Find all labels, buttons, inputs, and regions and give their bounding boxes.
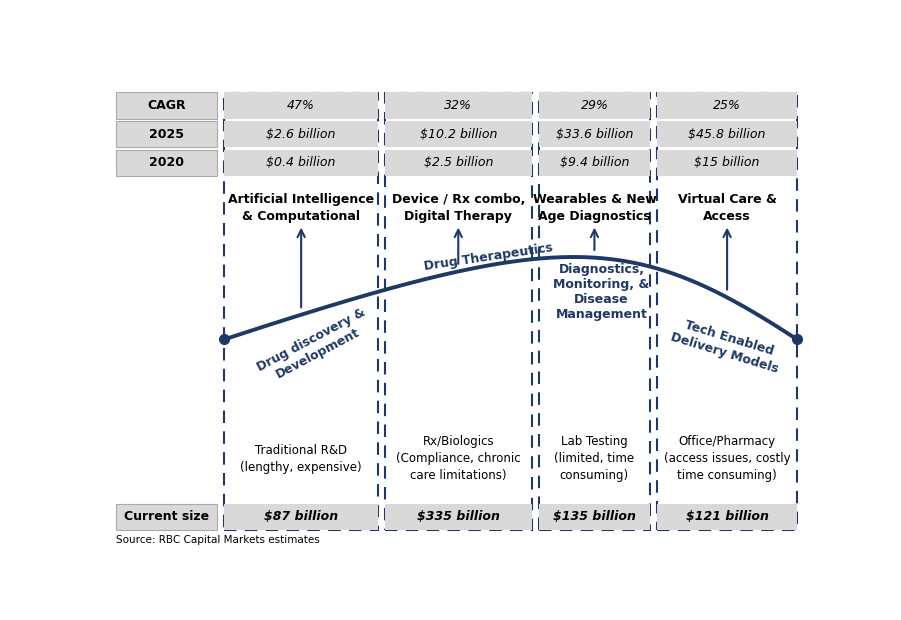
Bar <box>385 92 532 118</box>
Text: Drug Therapeutics: Drug Therapeutics <box>423 241 554 273</box>
Text: $2.5 billion: $2.5 billion <box>423 156 493 169</box>
Bar <box>385 121 532 147</box>
Text: $45.8 billion: $45.8 billion <box>688 128 766 141</box>
Text: $10.2 billion: $10.2 billion <box>420 128 497 141</box>
Text: $121 billion: $121 billion <box>686 510 769 523</box>
Bar <box>658 504 796 530</box>
Bar <box>539 121 651 147</box>
Bar <box>658 121 796 147</box>
Bar <box>539 92 651 530</box>
Bar <box>539 149 651 176</box>
Bar <box>385 149 532 176</box>
Text: $135 billion: $135 billion <box>553 510 636 523</box>
Text: Lab Testing
(limited, time
consuming): Lab Testing (limited, time consuming) <box>554 435 634 482</box>
Text: Drug discovery &
Development: Drug discovery & Development <box>255 306 375 388</box>
Text: Artificial Intelligence
& Computational: Artificial Intelligence & Computational <box>228 193 374 223</box>
Text: Virtual Care &
Access: Virtual Care & Access <box>678 193 777 223</box>
Bar <box>224 92 378 530</box>
Text: $335 billion: $335 billion <box>417 510 500 523</box>
Text: Wearables & New
Age Diagnostics: Wearables & New Age Diagnostics <box>532 193 656 223</box>
Text: 2025: 2025 <box>150 128 184 141</box>
Text: $0.4 billion: $0.4 billion <box>267 156 336 169</box>
Text: 32%: 32% <box>444 99 472 112</box>
Text: CAGR: CAGR <box>148 99 186 112</box>
Bar <box>658 92 796 118</box>
Bar <box>385 504 532 530</box>
Text: $9.4 billion: $9.4 billion <box>560 156 629 169</box>
Text: $15 billion: $15 billion <box>695 156 760 169</box>
Text: 47%: 47% <box>287 99 315 112</box>
Bar <box>116 92 217 118</box>
Bar <box>224 92 378 118</box>
Bar <box>116 149 217 176</box>
Text: Diagnostics,
Monitoring, &
Disease
Management: Diagnostics, Monitoring, & Disease Manag… <box>553 263 650 321</box>
Text: 29%: 29% <box>580 99 608 112</box>
Text: $2.6 billion: $2.6 billion <box>267 128 336 141</box>
Text: Current size: Current size <box>124 510 209 523</box>
Bar <box>224 121 378 147</box>
Bar <box>385 92 532 530</box>
Text: Office/Pharmacy
(access issues, costly
time consuming): Office/Pharmacy (access issues, costly t… <box>664 435 790 482</box>
Text: 2020: 2020 <box>150 156 184 169</box>
Text: Device / Rx combo,
Digital Therapy: Device / Rx combo, Digital Therapy <box>392 193 525 223</box>
Text: Tech Enabled
Delivery Models: Tech Enabled Delivery Models <box>669 316 785 375</box>
Text: Rx/Biologics
(Compliance, chronic
care limitations): Rx/Biologics (Compliance, chronic care l… <box>396 435 521 482</box>
Bar <box>224 504 378 530</box>
Bar <box>539 92 651 118</box>
Text: Source: RBC Capital Markets estimates: Source: RBC Capital Markets estimates <box>116 534 320 544</box>
Bar <box>658 92 796 530</box>
Bar <box>658 149 796 176</box>
Bar <box>539 504 651 530</box>
Text: $87 billion: $87 billion <box>264 510 338 523</box>
Text: Traditional R&D
(lengthy, expensive): Traditional R&D (lengthy, expensive) <box>241 444 362 474</box>
Text: 25%: 25% <box>714 99 741 112</box>
Bar <box>116 121 217 147</box>
Bar <box>224 149 378 176</box>
Bar <box>116 504 217 530</box>
Text: $33.6 billion: $33.6 billion <box>556 128 633 141</box>
